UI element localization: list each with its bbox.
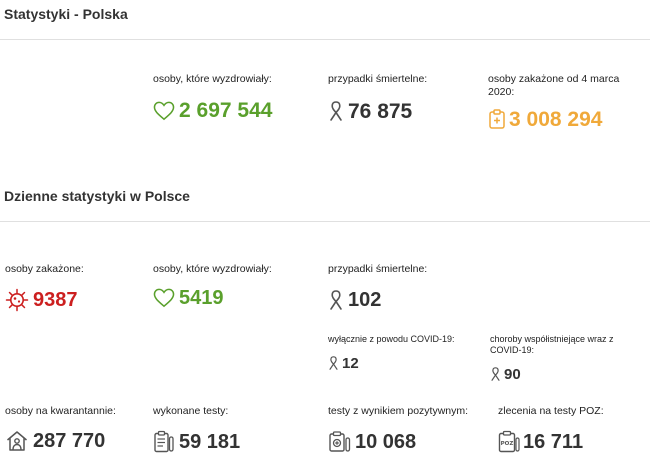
daily-tests-value-row: 59 181 xyxy=(153,430,303,454)
daily-recovered-card: osoby, które wyzdrowiały: 5419 xyxy=(153,263,303,308)
daily-comorbid-value: 90 xyxy=(504,365,521,383)
daily-quarantine-value-row: 287 770 xyxy=(5,430,150,452)
ribbon-icon xyxy=(491,367,500,381)
daily-covid-only-label: wyłącznie z powodu COVID-19: xyxy=(328,334,455,344)
daily-recovered-label: osoby, które wyzdrowiały: xyxy=(153,263,272,275)
daily-tests-card: wykonane testy: 59 181 xyxy=(153,405,303,454)
daily-poz-orders-card: zlecenia na testy POZ: POZ 16 711 xyxy=(498,405,646,454)
daily-tests-value: 59 181 xyxy=(179,431,241,453)
poland-section-title: Statystyki - Polska xyxy=(4,6,128,22)
daily-deaths-value-row: 102 xyxy=(328,289,488,311)
daily-infected-label: osoby zakażone: xyxy=(5,263,84,275)
positive-test-icon xyxy=(329,431,351,452)
ribbon-icon xyxy=(330,101,342,121)
poland-deaths-value-row: 76 875 xyxy=(328,100,478,122)
daily-positive-tests-value: 10 068 xyxy=(355,431,417,453)
divider xyxy=(0,221,650,222)
poland-deaths-card: przypadki śmiertelne: 76 875 xyxy=(328,73,478,122)
daily-covid-only-value-row: 12 xyxy=(328,355,483,371)
poland-recovered-value: 2 697 544 xyxy=(179,99,273,122)
daily-infected-card: osoby zakażone: 9387 xyxy=(5,263,145,312)
daily-infected-value-row: 9387 xyxy=(5,288,145,312)
daily-quarantine-value: 287 770 xyxy=(33,430,106,452)
poland-recovered-value-row: 2 697 544 xyxy=(153,100,303,121)
divider xyxy=(0,39,650,40)
daily-quarantine-card: osoby na kwarantannie: 287 770 xyxy=(5,405,150,452)
ribbon-icon xyxy=(329,356,338,370)
heart-icon xyxy=(153,288,175,308)
daily-positive-tests-value-row: 10 068 xyxy=(328,430,493,454)
daily-quarantine-label: osoby na kwarantannie: xyxy=(5,405,116,417)
daily-deaths-value: 102 xyxy=(348,289,382,311)
poland-infected-value: 3 008 294 xyxy=(509,107,603,131)
house-person-icon xyxy=(7,431,27,451)
heart-icon xyxy=(153,101,175,120)
daily-section-title: Dzienne statystyki w Polsce xyxy=(4,188,190,204)
poland-infected-value-row: 3 008 294 xyxy=(488,108,638,130)
virus-icon xyxy=(5,288,29,312)
poland-recovered-card: osoby, które wyzdrowiały: 2 697 544 xyxy=(153,73,303,121)
daily-deaths-card: przypadki śmiertelne: 102 xyxy=(328,263,488,311)
daily-deaths-label: przypadki śmiertelne: xyxy=(328,263,428,275)
medical-clipboard-icon xyxy=(489,109,505,129)
daily-recovered-value-row: 5419 xyxy=(153,288,303,308)
daily-poz-orders-value: 16 711 xyxy=(523,431,584,453)
daily-poz-orders-label: zlecenia na testy POZ: xyxy=(498,405,604,417)
daily-comorbid-value-row: 90 xyxy=(490,366,645,382)
daily-positive-tests-card: testy z wynikiem pozytywnym: 10 068 xyxy=(328,405,493,454)
daily-covid-only-card: wyłącznie z powodu COVID-19: 12 xyxy=(328,334,483,371)
daily-infected-value: 9387 xyxy=(33,289,78,311)
poland-recovered-label: osoby, które wyzdrowiały: xyxy=(153,73,272,85)
daily-covid-only-value: 12 xyxy=(342,354,359,372)
daily-comorbid-label: choroby współistniejące wraz z COVID-19: xyxy=(490,334,614,355)
poland-infected-card: osoby zakażone od 4 marca 2020: 3 008 29… xyxy=(488,73,638,130)
daily-tests-label: wykonane testy: xyxy=(153,405,229,417)
poz-clipboard-icon: POZ xyxy=(498,430,520,453)
daily-poz-orders-value-row: POZ 16 711 xyxy=(498,430,646,454)
poland-deaths-label: przypadki śmiertelne: xyxy=(328,73,428,85)
daily-recovered-value: 5419 xyxy=(179,287,224,309)
poz-icon-text: POZ xyxy=(501,441,514,447)
daily-positive-tests-label: testy z wynikiem pozytywnym: xyxy=(328,405,469,417)
poland-deaths-value: 76 875 xyxy=(348,99,413,123)
ribbon-icon xyxy=(330,290,342,310)
poland-infected-label: osoby zakażone od 4 marca 2020: xyxy=(488,73,620,98)
test-clipboard-icon xyxy=(154,430,174,453)
daily-comorbid-card: choroby współistniejące wraz z COVID-19:… xyxy=(490,334,645,382)
